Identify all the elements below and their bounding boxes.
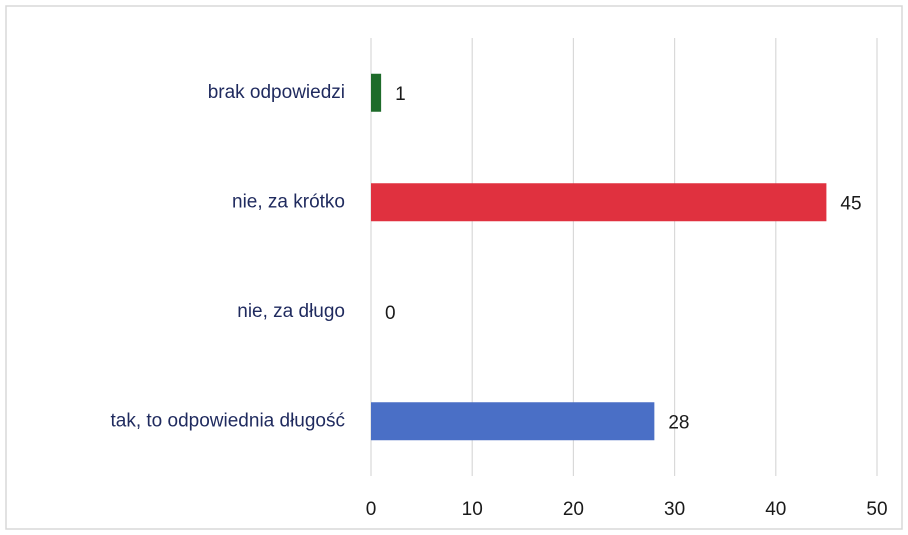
bar	[371, 183, 827, 222]
value-label: 28	[668, 412, 689, 433]
value-label: 0	[385, 303, 396, 324]
category-label: nie, za krótko	[232, 191, 345, 212]
category-label: brak odpowiedzi	[208, 82, 345, 103]
value-label: 1	[395, 84, 406, 105]
category-label: tak, to odpowiednia długość	[111, 410, 346, 431]
x-tick-label: 40	[765, 499, 786, 520]
category-label: nie, za długo	[237, 301, 345, 322]
x-tick-label: 50	[866, 499, 887, 520]
chart-frame	[5, 5, 903, 530]
bar	[371, 402, 655, 441]
bar	[371, 73, 382, 112]
x-tick-label: 10	[462, 499, 483, 520]
x-tick-label: 0	[366, 499, 377, 520]
x-tick-label: 30	[664, 499, 685, 520]
x-tick-label: 20	[563, 499, 584, 520]
value-label: 45	[840, 193, 861, 214]
